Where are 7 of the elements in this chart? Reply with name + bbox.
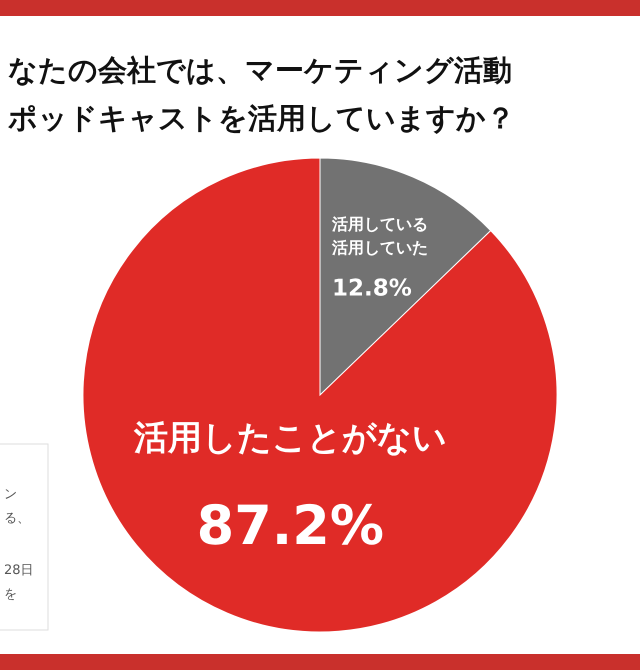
- data-label: 87.2%: [196, 494, 384, 558]
- pie-slice: [82, 158, 558, 632]
- data-label: 12.8%: [332, 276, 412, 302]
- note: ン る、 28日 を: [0, 444, 48, 630]
- slice-label: 活用したことがない: [132, 418, 447, 458]
- chart-title: なたの会社では、マーケティング活動ポッドキャストを活用していますか？: [8, 53, 515, 135]
- slice-label: 活用している活用していた: [331, 214, 428, 257]
